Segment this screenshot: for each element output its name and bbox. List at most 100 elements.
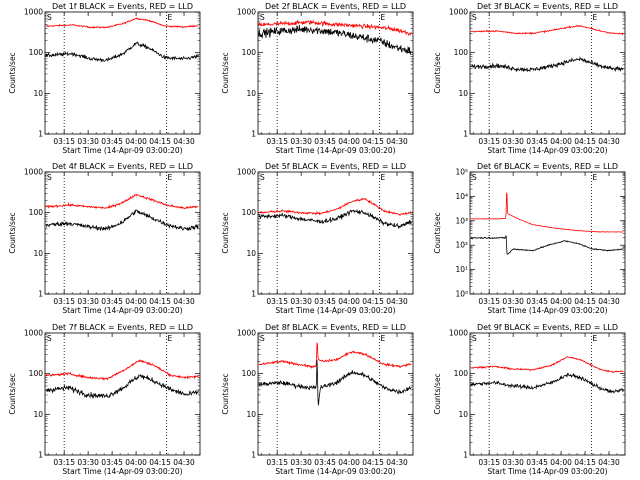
panel-title: Det 6f BLACK = Events, RED = LLD: [477, 162, 618, 171]
end-marker-label: E: [380, 173, 385, 182]
y-tick-label: 10¹: [455, 265, 468, 274]
end-marker-label: E: [380, 13, 385, 22]
x-tick-label: 04:15: [149, 137, 171, 146]
x-tick-label: 04:15: [149, 458, 171, 467]
y-axis-label: Counts/sec: [8, 373, 17, 414]
x-tick-label: 03:15: [478, 137, 500, 146]
y-tick-label: 100: [454, 48, 469, 57]
x-axis-label: Start Time (14-Apr-09 03:00:20): [275, 146, 395, 155]
x-tick-label: 04:30: [173, 297, 195, 306]
x-tick-label: 03:45: [526, 458, 548, 467]
y-tick-label: 1: [251, 451, 256, 460]
x-tick-label: 03:45: [314, 458, 336, 467]
end-marker-label: E: [167, 13, 172, 22]
y-tick-label: 100: [242, 208, 257, 217]
events-series-line: [470, 372, 624, 394]
y-tick-label: 1000: [24, 168, 43, 177]
lld-series-line: [45, 17, 199, 29]
start-marker-label: S: [472, 334, 477, 343]
y-tick-label: 10: [246, 249, 256, 258]
x-axis-label: Start Time (14-Apr-09 03:00:20): [62, 467, 182, 476]
y-axis-label: Counts/sec: [433, 212, 442, 253]
axes-frame: [44, 332, 201, 456]
x-tick-label: 03:15: [266, 137, 288, 146]
start-marker-label: S: [472, 13, 477, 22]
x-tick-label: 03:30: [77, 297, 99, 306]
panel-title: Det 7f BLACK = Events, RED = LLD: [52, 323, 193, 332]
lld-series-line: [258, 19, 412, 36]
y-tick-label: 10⁴: [455, 192, 468, 201]
y-tick-label: 10²: [455, 241, 468, 250]
events-series-line: [470, 235, 624, 255]
x-tick-label: 04:15: [574, 137, 596, 146]
y-tick-label: 1000: [449, 329, 468, 338]
y-axis-label: Counts/sec: [221, 373, 230, 414]
y-tick-label: 100: [29, 369, 44, 378]
x-tick-label: 03:15: [53, 297, 75, 306]
x-axis-label: Start Time (14-Apr-09 03:00:20): [487, 146, 607, 155]
x-axis-label: Start Time (14-Apr-09 03:00:20): [275, 306, 395, 315]
start-marker-label: S: [47, 334, 52, 343]
lld-series-line: [45, 358, 199, 381]
x-tick-label: 04:30: [173, 137, 195, 146]
y-axis-label: Counts/sec: [221, 52, 230, 93]
y-axis-label: Counts/sec: [221, 212, 230, 253]
y-tick-label: 1: [463, 130, 468, 139]
y-tick-label: 1: [463, 451, 468, 460]
x-tick-label: 03:45: [101, 458, 123, 467]
end-marker-label: E: [592, 334, 597, 343]
x-axis-label: Start Time (14-Apr-09 03:00:20): [62, 146, 182, 155]
start-marker-label: S: [260, 334, 265, 343]
x-tick-label: 04:30: [598, 458, 620, 467]
x-tick-label: 04:15: [362, 297, 384, 306]
y-tick-label: 1: [38, 130, 43, 139]
axes-frame: [44, 171, 201, 295]
x-tick-label: 04:30: [386, 137, 408, 146]
x-tick-label: 03:45: [526, 297, 548, 306]
x-tick-label: 03:45: [314, 297, 336, 306]
axes-frame: [469, 171, 626, 295]
x-tick-label: 04:00: [550, 458, 572, 467]
y-tick-label: 10: [246, 89, 256, 98]
y-tick-label: 10: [246, 410, 256, 419]
y-tick-label: 1: [251, 290, 256, 299]
axes-frame: [44, 11, 201, 135]
x-tick-label: 03:30: [77, 137, 99, 146]
lld-series-line: [470, 192, 624, 233]
panel-title: Det 5f BLACK = Events, RED = LLD: [265, 162, 406, 171]
x-tick-label: 04:00: [125, 458, 147, 467]
x-axis-label: Start Time (14-Apr-09 03:00:20): [487, 467, 607, 476]
x-tick-label: 04:00: [550, 137, 572, 146]
x-tick-label: 04:00: [125, 297, 147, 306]
axes-frame: [469, 11, 626, 135]
x-tick-label: 04:15: [149, 297, 171, 306]
x-tick-label: 03:15: [266, 458, 288, 467]
x-tick-label: 03:30: [290, 458, 312, 467]
x-tick-label: 03:15: [53, 137, 75, 146]
x-tick-label: 03:30: [502, 458, 524, 467]
axes-frame: [257, 332, 414, 456]
events-series-line: [258, 359, 412, 406]
x-axis-label: Start Time (14-Apr-09 03:00:20): [487, 306, 607, 315]
x-tick-label: 03:30: [502, 297, 524, 306]
x-tick-label: 03:15: [53, 458, 75, 467]
y-tick-label: 100: [29, 208, 44, 217]
y-tick-label: 100: [454, 369, 469, 378]
panel-title: Det 8f BLACK = Events, RED = LLD: [265, 323, 406, 332]
y-tick-label: 10: [33, 249, 43, 258]
events-series-line: [45, 209, 199, 232]
events-series-line: [258, 24, 412, 56]
x-tick-label: 04:15: [362, 458, 384, 467]
x-tick-label: 04:30: [386, 458, 408, 467]
y-tick-label: 1000: [237, 8, 256, 17]
start-marker-label: S: [260, 13, 265, 22]
x-tick-label: 04:15: [574, 297, 596, 306]
y-axis-label: Counts/sec: [433, 373, 442, 414]
x-tick-label: 04:15: [362, 137, 384, 146]
